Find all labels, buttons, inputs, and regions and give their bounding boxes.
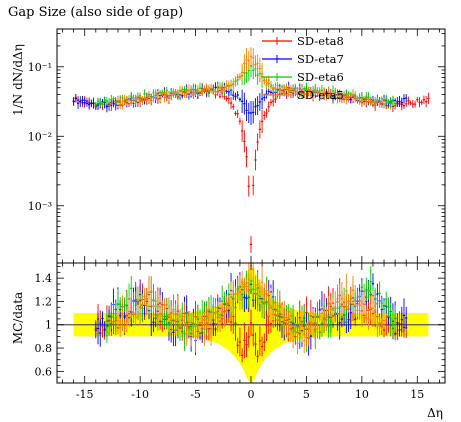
ratio-series-SD-eta5 bbox=[116, 263, 386, 355]
legend-item-SD-eta6: SD-eta6 bbox=[262, 70, 344, 84]
ratio-panel bbox=[57, 263, 445, 383]
x-tick-label: 15 bbox=[410, 388, 424, 401]
main-panel bbox=[72, 47, 430, 253]
ratio-y-ticks: 0.6 0.8 1 1.2 1.4 bbox=[35, 266, 445, 384]
y-axis-label-main: 1/N dN/dΔη bbox=[11, 44, 25, 116]
legend-label: SD-eta6 bbox=[297, 70, 344, 84]
y-tick-label: 0.6 bbox=[35, 365, 53, 378]
x-ticks: -15 -10 -5 0 5 10 15 bbox=[62, 29, 440, 401]
x-tick-label: 0 bbox=[248, 388, 255, 401]
legend-item-SD-eta5: SD-eta5 bbox=[262, 88, 344, 102]
series-SD-eta5 bbox=[116, 47, 386, 110]
x-tick-label: 5 bbox=[303, 388, 310, 401]
legend: SD-eta8 SD-eta7 SD-eta6 SD-eta5 bbox=[262, 34, 344, 102]
legend-label: SD-eta5 bbox=[297, 88, 344, 102]
x-tick-label: -10 bbox=[131, 388, 149, 401]
x-tick-label: -5 bbox=[190, 388, 201, 401]
legend-item-SD-eta8: SD-eta8 bbox=[262, 34, 344, 48]
chart-title: Gap Size (also side of gap) bbox=[8, 5, 183, 20]
y-tick-label: 1 bbox=[45, 319, 52, 332]
legend-label: SD-eta7 bbox=[297, 52, 344, 66]
legend-label: SD-eta8 bbox=[297, 34, 344, 48]
y-tick-label: 1.4 bbox=[35, 272, 53, 285]
y-tick-label: 10⁻¹ bbox=[28, 61, 52, 74]
x-axis-label: Δη bbox=[427, 406, 443, 420]
legend-item-SD-eta7: SD-eta7 bbox=[262, 52, 344, 66]
y-tick-label: 10⁻² bbox=[28, 130, 52, 143]
y-axis-label-ratio: MC/data bbox=[11, 292, 25, 344]
y-tick-label: 10⁻³ bbox=[28, 200, 52, 213]
y-tick-label: 1.2 bbox=[35, 295, 53, 308]
main-y-ticks: 10⁻¹ 10⁻² 10⁻³ bbox=[28, 33, 445, 255]
x-tick-label: -15 bbox=[76, 388, 94, 401]
y-tick-label: 0.8 bbox=[35, 342, 53, 355]
x-tick-label: 10 bbox=[355, 388, 369, 401]
